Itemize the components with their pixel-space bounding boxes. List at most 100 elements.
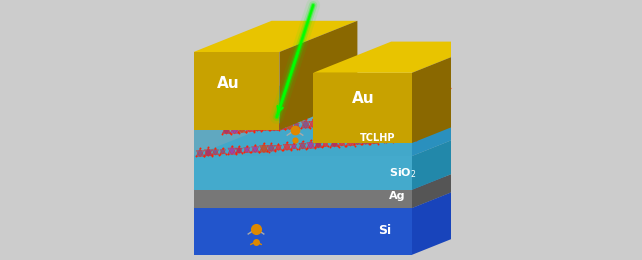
Polygon shape bbox=[259, 145, 268, 153]
Polygon shape bbox=[196, 148, 204, 156]
Polygon shape bbox=[412, 111, 421, 120]
Polygon shape bbox=[243, 146, 250, 152]
Polygon shape bbox=[291, 144, 297, 149]
Text: Au: Au bbox=[217, 76, 239, 91]
Polygon shape bbox=[279, 21, 358, 130]
Polygon shape bbox=[372, 115, 379, 122]
Polygon shape bbox=[313, 42, 490, 73]
Polygon shape bbox=[420, 113, 428, 120]
Polygon shape bbox=[194, 208, 412, 255]
Polygon shape bbox=[194, 125, 490, 156]
Polygon shape bbox=[194, 52, 279, 130]
Polygon shape bbox=[404, 113, 411, 120]
Polygon shape bbox=[331, 141, 338, 147]
Polygon shape bbox=[383, 94, 388, 100]
Polygon shape bbox=[438, 90, 444, 96]
Polygon shape bbox=[295, 99, 304, 107]
Polygon shape bbox=[204, 150, 213, 157]
Polygon shape bbox=[275, 145, 282, 151]
Polygon shape bbox=[438, 92, 444, 97]
Polygon shape bbox=[264, 101, 272, 109]
Polygon shape bbox=[311, 101, 318, 106]
Polygon shape bbox=[262, 125, 269, 131]
Polygon shape bbox=[422, 90, 429, 98]
Polygon shape bbox=[222, 125, 230, 134]
Polygon shape bbox=[390, 93, 398, 100]
Polygon shape bbox=[194, 156, 412, 190]
Polygon shape bbox=[264, 103, 272, 110]
Polygon shape bbox=[341, 119, 349, 125]
Polygon shape bbox=[428, 111, 435, 118]
Polygon shape bbox=[331, 138, 338, 147]
Polygon shape bbox=[309, 121, 317, 128]
Text: TCLHP: TCLHP bbox=[360, 133, 395, 143]
Polygon shape bbox=[270, 124, 279, 131]
Polygon shape bbox=[362, 136, 370, 144]
Polygon shape bbox=[267, 145, 275, 152]
Polygon shape bbox=[322, 142, 328, 147]
Polygon shape bbox=[372, 117, 379, 123]
Polygon shape bbox=[243, 147, 250, 153]
Polygon shape bbox=[429, 92, 436, 97]
Polygon shape bbox=[349, 119, 356, 125]
Polygon shape bbox=[254, 124, 261, 131]
Polygon shape bbox=[386, 135, 393, 142]
Polygon shape bbox=[420, 111, 428, 119]
Polygon shape bbox=[313, 73, 412, 143]
Polygon shape bbox=[333, 117, 342, 126]
Polygon shape bbox=[354, 139, 361, 145]
Polygon shape bbox=[338, 140, 345, 146]
Text: SiO$_2$: SiO$_2$ bbox=[388, 166, 416, 180]
Polygon shape bbox=[335, 98, 344, 105]
Polygon shape bbox=[396, 114, 405, 122]
Polygon shape bbox=[228, 148, 236, 155]
Polygon shape bbox=[283, 144, 291, 151]
Polygon shape bbox=[272, 103, 279, 109]
Polygon shape bbox=[327, 99, 334, 105]
Polygon shape bbox=[283, 142, 291, 150]
Polygon shape bbox=[319, 99, 328, 107]
Polygon shape bbox=[370, 138, 378, 144]
Polygon shape bbox=[204, 147, 213, 156]
Polygon shape bbox=[338, 139, 345, 146]
Polygon shape bbox=[335, 96, 344, 105]
Polygon shape bbox=[322, 140, 328, 146]
Polygon shape bbox=[406, 91, 414, 99]
Polygon shape bbox=[299, 143, 306, 149]
Polygon shape bbox=[356, 119, 362, 123]
Polygon shape bbox=[435, 110, 444, 118]
Polygon shape bbox=[343, 95, 352, 104]
Polygon shape bbox=[383, 96, 388, 101]
Polygon shape bbox=[238, 124, 246, 132]
Polygon shape bbox=[307, 142, 315, 149]
Polygon shape bbox=[228, 146, 236, 154]
Polygon shape bbox=[325, 118, 333, 126]
Polygon shape bbox=[377, 136, 384, 142]
Polygon shape bbox=[429, 90, 436, 97]
Polygon shape bbox=[446, 88, 454, 96]
Polygon shape bbox=[401, 135, 408, 141]
Polygon shape bbox=[194, 86, 490, 117]
Polygon shape bbox=[410, 133, 416, 140]
Polygon shape bbox=[246, 126, 254, 132]
Polygon shape bbox=[412, 113, 421, 121]
Polygon shape bbox=[386, 137, 393, 143]
Polygon shape bbox=[194, 159, 490, 190]
Polygon shape bbox=[280, 102, 286, 107]
Polygon shape bbox=[272, 101, 279, 108]
Polygon shape bbox=[410, 135, 416, 141]
Polygon shape bbox=[325, 120, 333, 126]
Polygon shape bbox=[315, 142, 322, 148]
Polygon shape bbox=[311, 99, 318, 105]
Polygon shape bbox=[301, 119, 310, 128]
Polygon shape bbox=[388, 116, 394, 121]
Polygon shape bbox=[286, 123, 294, 130]
Polygon shape bbox=[262, 123, 269, 130]
Polygon shape bbox=[396, 112, 405, 121]
Polygon shape bbox=[374, 94, 382, 101]
Polygon shape bbox=[414, 93, 422, 99]
Polygon shape bbox=[309, 119, 317, 127]
Polygon shape bbox=[277, 121, 286, 129]
Polygon shape bbox=[280, 103, 286, 108]
Text: Ag: Ag bbox=[388, 191, 405, 201]
